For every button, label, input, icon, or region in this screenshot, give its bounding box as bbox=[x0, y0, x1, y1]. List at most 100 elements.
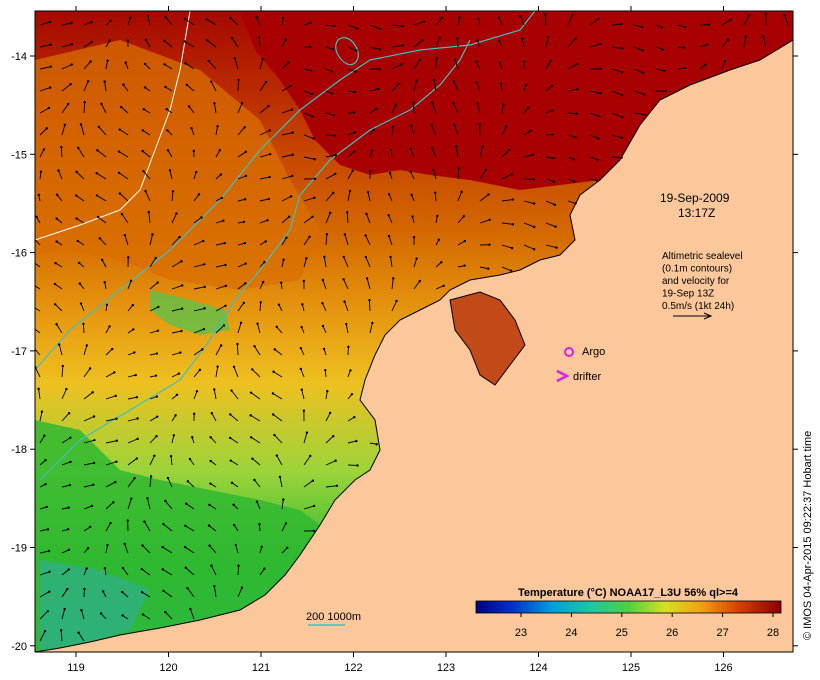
velocity-vector bbox=[171, 191, 174, 202]
velocity-vector bbox=[455, 146, 459, 158]
velocity-vector bbox=[163, 590, 173, 598]
velocity-vector-head bbox=[48, 86, 52, 89]
velocity-vector bbox=[633, 24, 643, 28]
velocity-vector bbox=[122, 567, 129, 576]
velocity-vector bbox=[127, 477, 135, 488]
velocity-vector-head bbox=[53, 303, 57, 306]
velocity-vector-head bbox=[364, 255, 368, 259]
velocity-vector bbox=[142, 614, 151, 620]
velocity-vector bbox=[633, 46, 643, 51]
velocity-vector-head bbox=[313, 158, 316, 161]
velocity-vector-head bbox=[123, 542, 126, 546]
velocity-vector bbox=[193, 194, 200, 202]
velocity-vector bbox=[35, 328, 41, 334]
velocity-vector bbox=[390, 256, 393, 268]
velocity-vector-head bbox=[511, 223, 515, 226]
velocity-vector-head bbox=[30, 283, 32, 285]
velocity-vector bbox=[149, 435, 157, 444]
velocity-vector bbox=[145, 39, 151, 48]
velocity-vector-head bbox=[475, 60, 478, 63]
velocity-vector-head bbox=[180, 329, 183, 333]
velocity-vector-head bbox=[30, 325, 32, 327]
velocity-vector bbox=[545, 244, 557, 249]
velocity-vector bbox=[83, 505, 93, 510]
velocity-vector bbox=[325, 234, 328, 246]
velocity-vector-head bbox=[48, 590, 51, 593]
velocity-vector-head bbox=[268, 175, 271, 179]
velocity-vector bbox=[523, 154, 533, 158]
velocity-vector bbox=[413, 258, 418, 268]
velocity-vector bbox=[501, 266, 512, 272]
velocity-vector-head bbox=[595, 179, 599, 182]
velocity-vector-head bbox=[454, 58, 457, 61]
velocity-vector-head bbox=[266, 219, 269, 222]
velocity-vector bbox=[476, 82, 481, 92]
colorbar-tick-label: 25 bbox=[616, 627, 628, 639]
velocity-vector-head bbox=[169, 454, 173, 458]
velocity-vector-head bbox=[481, 145, 484, 148]
velocity-vector-head bbox=[244, 174, 248, 178]
velocity-vector bbox=[83, 526, 91, 532]
velocity-vector-head bbox=[46, 528, 50, 531]
velocity-vector-head bbox=[203, 307, 206, 310]
velocity-vector bbox=[171, 236, 180, 246]
velocity-vector-head bbox=[260, 545, 263, 548]
velocity-vector bbox=[164, 500, 173, 510]
velocity-vector-head bbox=[58, 343, 61, 346]
velocity-vector bbox=[589, 134, 599, 139]
velocity-vector-head bbox=[115, 460, 118, 463]
velocity-vector bbox=[229, 414, 239, 422]
velocity-vector-head bbox=[726, 38, 730, 41]
velocity-vector-head bbox=[75, 217, 78, 220]
velocity-vector bbox=[369, 322, 373, 334]
velocity-vector-head bbox=[188, 457, 192, 461]
velocity-vector bbox=[303, 90, 313, 95]
velocity-vector-head bbox=[57, 169, 60, 172]
velocity-vector bbox=[39, 631, 46, 642]
velocity-vector bbox=[567, 14, 573, 26]
velocity-vector bbox=[149, 234, 153, 246]
velocity-vector bbox=[61, 43, 73, 48]
velocity-vector-head bbox=[258, 523, 261, 526]
velocity-vector-head bbox=[123, 233, 127, 237]
velocity-vector-head bbox=[355, 439, 358, 443]
velocity-vector bbox=[325, 212, 331, 224]
velocity-vector-head bbox=[255, 500, 259, 503]
velocity-vectors bbox=[30, 12, 789, 642]
velocity-vector-head bbox=[321, 324, 325, 328]
velocity-vector-head bbox=[418, 58, 422, 61]
velocity-vector bbox=[523, 130, 532, 136]
velocity-vector bbox=[633, 68, 644, 74]
velocity-vector bbox=[127, 458, 138, 466]
velocity-vector-head bbox=[278, 475, 282, 479]
velocity-vector bbox=[61, 412, 70, 422]
velocity-vector-head bbox=[682, 46, 686, 49]
velocity-vector-head bbox=[49, 43, 52, 46]
velocity-vector bbox=[411, 125, 415, 136]
velocity-vector-head bbox=[249, 391, 253, 394]
velocity-vector-head bbox=[643, 113, 647, 116]
velocity-vector-head bbox=[149, 475, 153, 478]
velocity-vector-head bbox=[277, 303, 281, 306]
velocity-vector-head bbox=[289, 195, 293, 198]
velocity-vector-head bbox=[106, 59, 109, 62]
velocity-vector-head bbox=[264, 80, 268, 84]
velocity-vector bbox=[303, 505, 315, 510]
velocity-vector-head bbox=[375, 443, 378, 446]
velocity-vector-head bbox=[332, 191, 335, 195]
velocity-vector bbox=[344, 301, 349, 312]
velocity-vector-head bbox=[452, 80, 456, 83]
velocity-vector-head bbox=[389, 148, 393, 152]
velocity-vector-head bbox=[329, 211, 332, 215]
velocity-vector-head bbox=[409, 147, 412, 151]
velocity-vector bbox=[185, 63, 195, 70]
velocity-vector-head bbox=[166, 129, 169, 132]
velocity-vector-head bbox=[521, 37, 524, 40]
velocity-vector-head bbox=[282, 498, 285, 501]
velocity-vector bbox=[231, 390, 239, 400]
velocity-vector bbox=[39, 411, 43, 422]
velocity-vector-head bbox=[255, 15, 258, 19]
velocity-vector-head bbox=[37, 193, 40, 197]
velocity-vector bbox=[210, 565, 217, 576]
velocity-vector-head bbox=[322, 347, 326, 351]
